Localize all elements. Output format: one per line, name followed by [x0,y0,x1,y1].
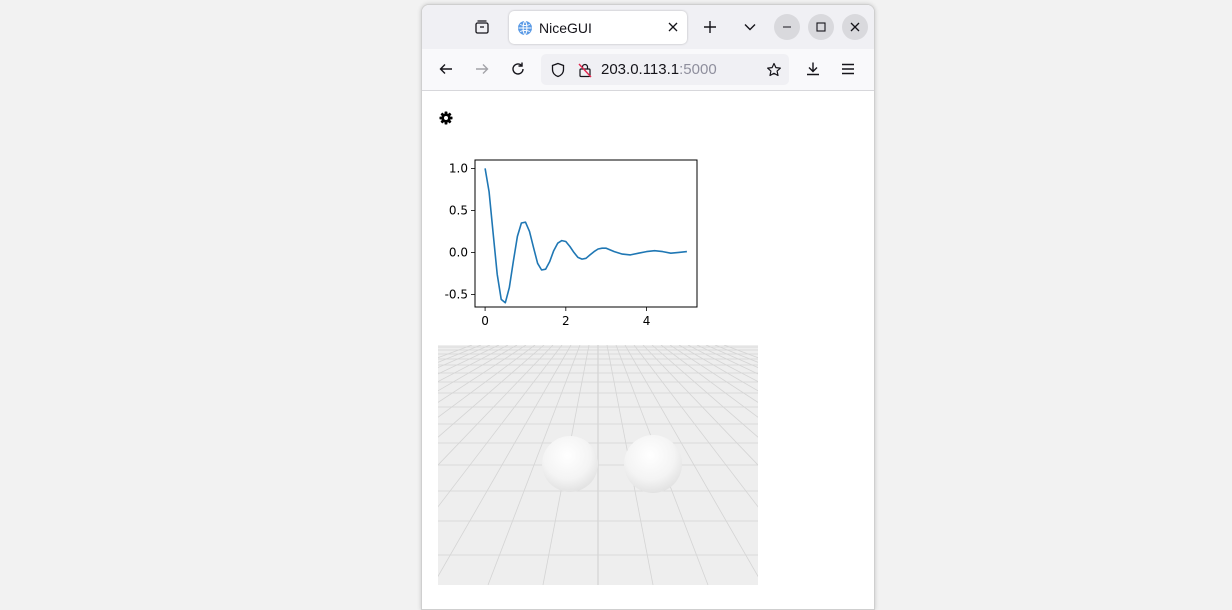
tab-nicegui[interactable]: NiceGUI [509,11,687,44]
x-tick-label: 2 [562,314,570,328]
page-content: 0 2 4 -0.5 0.0 0.5 1.0 [422,91,874,609]
forward-arrow-icon[interactable] [468,55,496,83]
y-tick-label: 0.0 [449,245,468,259]
hamburger-menu-icon[interactable] [834,55,862,83]
shield-icon[interactable] [544,56,572,84]
minimize-icon[interactable] [774,14,800,40]
y-tick-label: 0.5 [449,203,468,217]
y-tick-label: 1.0 [449,161,468,175]
address-bar[interactable]: 203.0.113.1:5000 [541,54,789,85]
insecure-lock-icon[interactable] [571,56,599,84]
url-text[interactable]: 203.0.113.1:5000 [601,61,717,78]
chevron-down-icon[interactable] [736,13,764,41]
grid-line [642,345,758,466]
x-tick-label: 4 [643,314,651,328]
grid-line [438,345,518,392]
back-arrow-icon[interactable] [432,55,460,83]
navigation-toolbar: 203.0.113.1:5000 [422,49,874,91]
url-host: 203.0.113.1 [601,61,680,78]
tab-overview-icon[interactable] [468,13,496,41]
reload-icon[interactable] [504,55,532,83]
line-plot: 0 2 4 -0.5 0.0 0.5 1.0 [445,159,698,328]
url-port: :5000 [679,61,717,78]
gear-icon[interactable] [439,111,453,125]
globe-icon [517,20,533,36]
x-tick-label: 0 [481,314,489,328]
tab-title: NiceGUI [539,20,592,36]
tab-bar: NiceGUI [422,5,874,49]
close-icon[interactable] [665,19,681,35]
close-window-icon[interactable] [842,14,868,40]
sphere-left [542,436,598,492]
plot-axes-frame [474,159,698,308]
grid-line [678,345,758,392]
grid-line [438,345,545,438]
y-tick-label: -0.5 [445,287,468,301]
grid-line [651,345,758,438]
maximize-icon[interactable] [808,14,834,40]
series-line [484,168,687,304]
grid-line [669,345,758,403]
grid-line [438,345,527,403]
sphere-right [624,435,682,493]
download-icon[interactable] [799,55,827,83]
plus-icon[interactable] [696,13,724,41]
scene-3d[interactable] [438,345,758,585]
grid-line [438,345,536,418]
grid-line [438,345,554,466]
browser-window: NiceGUI [421,4,875,610]
grid-line [660,345,758,418]
scene-grid [438,345,758,585]
star-icon[interactable] [760,56,788,84]
